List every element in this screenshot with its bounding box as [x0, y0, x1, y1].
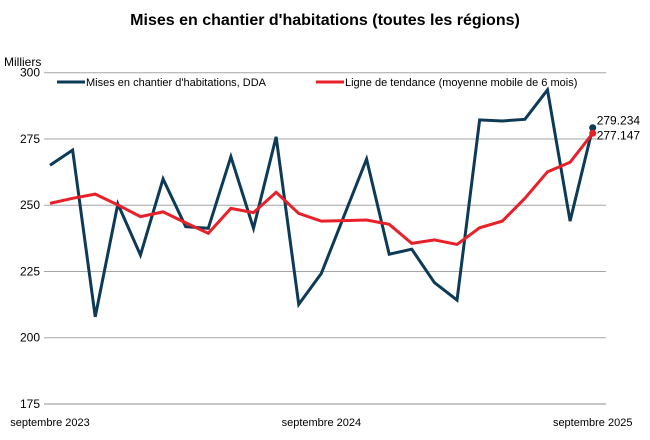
- y-tick-label: 300: [20, 66, 40, 80]
- y-tick-label: 275: [20, 132, 40, 146]
- end-data-label: 279.234: [597, 114, 641, 128]
- y-tick-label: 225: [20, 264, 40, 278]
- series-line-starts: [49, 86, 595, 318]
- y-tick-label: 250: [20, 198, 40, 212]
- y-tick-label: 200: [20, 331, 40, 345]
- legend-label: Mises en chantier d'habitations, DDA: [86, 77, 267, 89]
- data-point: [589, 129, 597, 137]
- legend-label: Ligne de tendance (moyenne mobile de 6 m…: [345, 77, 577, 89]
- x-tick-label: septembre 2024: [282, 417, 362, 429]
- end-data-label: 277.147: [597, 128, 641, 142]
- series-line-trend: [49, 132, 594, 247]
- data-point: [589, 124, 597, 132]
- y-tick-label: 175: [20, 397, 40, 411]
- y-axis-label: Milliers: [4, 55, 41, 69]
- x-tick-label: septembre 2025: [553, 417, 633, 429]
- chart-title: Mises en chantier d'habitations (toutes …: [130, 12, 520, 29]
- x-tick-label: septembre 2023: [10, 417, 90, 429]
